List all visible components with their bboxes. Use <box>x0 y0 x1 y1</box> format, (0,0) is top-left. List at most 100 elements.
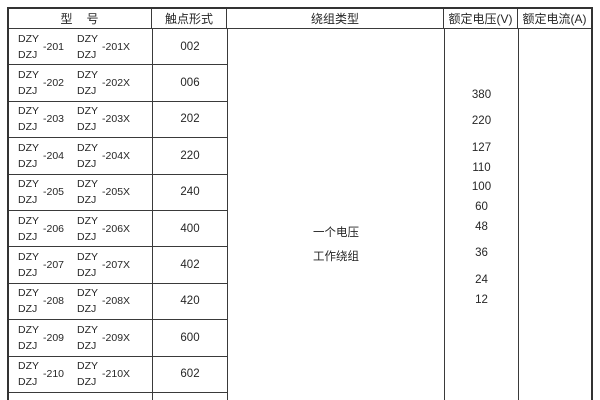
model-prefix-dzj: DZJ <box>77 157 97 170</box>
rated-voltage-value: 12 <box>475 294 488 306</box>
model-prefix-dzj: DZJ <box>77 303 97 316</box>
contact-form-value: 006 <box>180 77 200 90</box>
model-prefix-stack: DZY DZJ <box>18 249 39 281</box>
model-cell: DZY DZJ -201 DZY DZJ -201X <box>9 31 152 63</box>
model-cell: DZY DZJ -202 DZY DZJ -202X <box>9 67 152 99</box>
model-prefix-stack: DZY DZJ <box>18 358 39 390</box>
table-row: DZY DZJ -206 DZY DZJ -206X 400 <box>9 211 228 248</box>
model-number: -207 <box>43 259 65 272</box>
model-number: -201 <box>43 40 65 53</box>
model-prefix-dzj: DZJ <box>18 85 38 98</box>
model-prefix-dzy: DZY <box>18 32 39 45</box>
model-prefix-dzy: DZY <box>18 360 39 373</box>
model-prefix-dzy: DZY <box>77 178 99 191</box>
model-cell: DZY DZJ -205 DZY DZJ -205X <box>9 176 152 208</box>
winding-type-cell: 一个电压 工作绕组 <box>228 29 444 400</box>
model-prefix-dzj: DZJ <box>18 303 38 316</box>
model-group-base: DZY DZJ -202 <box>18 67 64 99</box>
table-row: DZY DZJ -201 DZY DZJ -201X 002 <box>9 29 228 66</box>
model-prefix-dzy: DZY <box>18 287 39 300</box>
model-prefix-stack: DZY DZJ <box>77 358 98 390</box>
model-prefix-dzj: DZJ <box>77 85 97 98</box>
model-prefix-dzj: DZJ <box>77 339 97 352</box>
model-number-x: -209X <box>102 331 131 344</box>
model-number-x: -205X <box>102 186 131 199</box>
model-group-base: DZY DZJ -204 <box>18 140 64 172</box>
model-number: -203 <box>43 113 65 126</box>
model-cell: DZY DZJ -207 DZY DZJ -207X <box>9 249 152 281</box>
model-prefix-dzj: DZJ <box>18 194 38 207</box>
model-prefix-dzj: DZJ <box>18 48 38 61</box>
model-prefix-dzy: DZY <box>18 105 39 118</box>
model-number-x: -204X <box>102 149 131 162</box>
model-prefix-stack: DZY DZJ <box>77 67 98 99</box>
divider-contact-winding <box>227 29 228 400</box>
model-group-base: DZY DZJ -207 <box>18 249 64 281</box>
table-row: DZY DZJ -210 DZY DZJ -210X 602 <box>9 357 228 393</box>
model-prefix-stack: DZY DZJ <box>18 176 39 208</box>
table-body: DZY DZJ -201 DZY DZJ -201X 002 DZY DZJ <box>9 29 591 400</box>
model-prefix-dzj: DZJ <box>77 376 97 389</box>
model-group-base: DZY DZJ -203 <box>18 103 64 135</box>
model-group-base: DZY DZJ -205 <box>18 176 64 208</box>
rated-current-cell <box>519 29 591 400</box>
model-group-base: DZY DZJ -209 <box>18 322 64 354</box>
model-prefix-dzy: DZY <box>18 69 39 82</box>
model-prefix-stack: DZY DZJ <box>77 140 98 172</box>
model-cell: DZY DZJ -206 DZY DZJ -206X <box>9 213 152 245</box>
model-number-x: -210X <box>102 368 131 381</box>
table-header-row: 型 号 触点形式 绕组类型 额定电压(V) 额定电流(A) <box>9 9 591 29</box>
model-number-x: -207X <box>102 259 131 272</box>
model-number: -204 <box>43 149 65 162</box>
model-number-x: -201X <box>102 40 131 53</box>
model-number-x: -208X <box>102 295 131 308</box>
header-rated-voltage: 额定电压(V) <box>444 9 518 28</box>
model-prefix-stack: DZY DZJ <box>18 322 39 354</box>
model-prefix-dzy: DZY <box>18 214 39 227</box>
table-row: DZY DZJ -205 DZY DZJ -205X 240 <box>9 175 228 211</box>
rated-voltage-value: 24 <box>475 274 488 286</box>
contact-form-value: 220 <box>180 149 200 162</box>
header-contact-form: 触点形式 <box>152 9 227 28</box>
model-prefix-dzy: DZY <box>18 251 39 264</box>
divider-model-contact <box>152 29 153 400</box>
model-prefix-dzy: DZY <box>77 69 99 82</box>
model-prefix-dzy: DZY <box>18 178 39 191</box>
rated-voltage-value: 110 <box>472 162 491 174</box>
model-prefix-dzy: DZY <box>77 251 99 264</box>
model-prefix-stack: DZY DZJ <box>18 285 39 317</box>
model-prefix-stack: DZY DZJ <box>18 67 39 99</box>
model-prefix-dzy: DZY <box>77 105 99 118</box>
model-number-x: -202X <box>102 77 131 90</box>
model-prefix-dzy: DZY <box>77 32 99 45</box>
model-number: -205 <box>43 186 65 199</box>
model-number-x: -203X <box>102 113 131 126</box>
relay-spec-table: 型 号 触点形式 绕组类型 额定电压(V) 额定电流(A) DZY DZJ -2… <box>7 7 593 400</box>
model-prefix-dzj: DZJ <box>77 230 97 243</box>
model-prefix-dzj: DZJ <box>18 339 38 352</box>
model-group-x: DZY DZJ -206X <box>77 213 130 245</box>
model-group-x: DZY DZJ -203X <box>77 103 130 135</box>
model-group-base: DZY DZJ -208 <box>18 285 64 317</box>
model-prefix-stack: DZY DZJ <box>77 213 98 245</box>
model-prefix-stack: DZY DZJ <box>77 31 98 63</box>
model-cell: DZY DZJ -203 DZY DZJ -203X <box>9 103 152 135</box>
model-prefix-dzj: DZJ <box>18 157 38 170</box>
model-number-x: -206X <box>102 222 131 235</box>
model-group-base: DZY DZJ -210 <box>18 358 64 390</box>
model-cell: DZY DZJ -204 DZY DZJ -204X <box>9 140 152 172</box>
contact-form-value: 602 <box>180 368 200 381</box>
rated-voltage-value: 380 <box>471 89 492 101</box>
rated-voltage-value: 36 <box>475 247 488 259</box>
model-prefix-dzj: DZJ <box>77 194 97 207</box>
model-prefix-dzy: DZY <box>77 323 99 336</box>
table-row: DZY DZJ -208 DZY DZJ -208X 420 <box>9 284 228 321</box>
model-prefix-stack: DZY DZJ <box>77 103 98 135</box>
model-number: -209 <box>43 331 65 344</box>
model-group-x: DZY DZJ -201X <box>77 31 130 63</box>
contact-form-value: 600 <box>180 331 200 344</box>
model-prefix-dzy: DZY <box>18 141 39 154</box>
contact-form-value: 202 <box>180 113 200 126</box>
model-prefix-dzj: DZJ <box>18 230 38 243</box>
